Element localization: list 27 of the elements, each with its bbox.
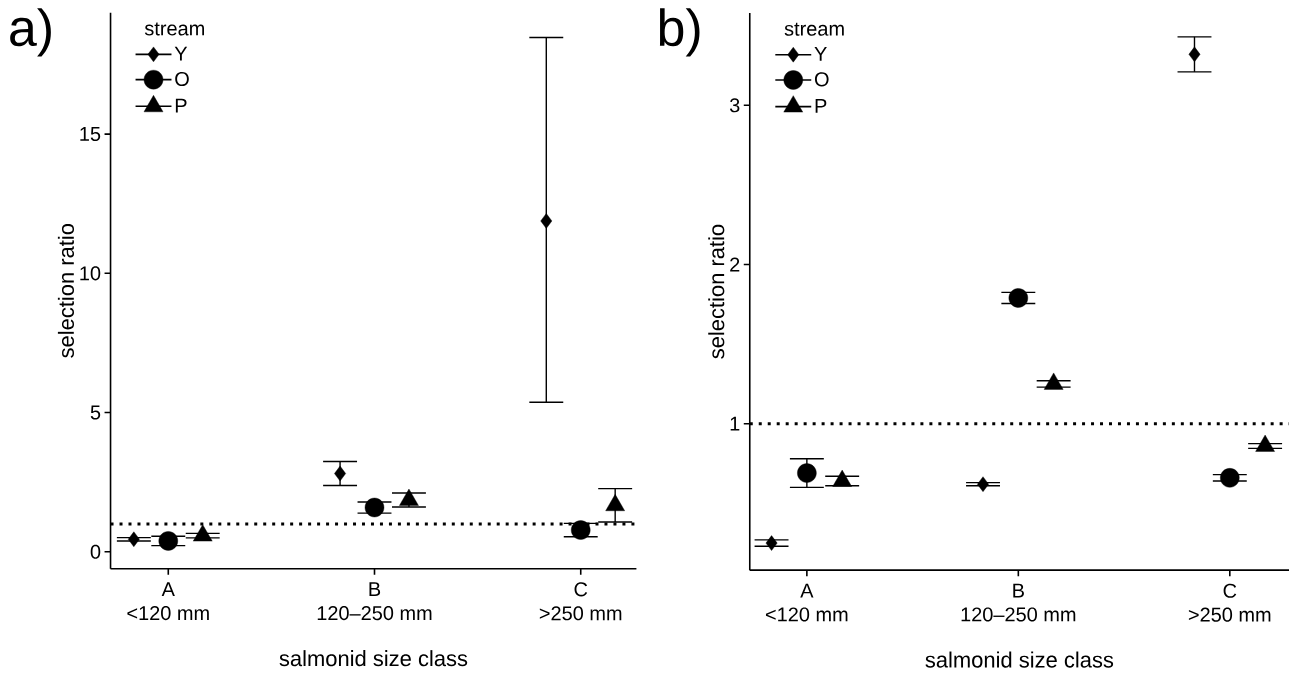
y-axis-title: selection ratio xyxy=(57,224,75,359)
y-tick-label: 3 xyxy=(729,98,740,113)
y-tick-label: 1 xyxy=(730,417,740,431)
y-tick-label: 10 xyxy=(80,266,101,281)
x-tick-label: A <120 mm xyxy=(127,582,209,621)
x-axis-title: salmonid size class xyxy=(279,650,468,667)
y-tick-label: 5 xyxy=(90,405,101,420)
y-axis-title: selection ratio xyxy=(708,225,725,359)
x-axis-title: salmonid size class xyxy=(925,651,1114,668)
x-tick-label: C >250 mm xyxy=(539,582,622,621)
x-tick-label: C >250 mm xyxy=(1188,583,1271,622)
y-tick-label: 0 xyxy=(90,544,101,560)
x-tick-label: A <120 mm xyxy=(765,583,848,622)
legend-label: O xyxy=(814,72,829,87)
legend-label: P xyxy=(175,98,187,113)
y-tick-label: 2 xyxy=(730,257,740,272)
chart-title: a) xyxy=(10,8,51,57)
x-tick-label: B 120–250 mm xyxy=(961,583,1076,622)
y-tick-label: 15 xyxy=(80,127,101,142)
legend-title: stream xyxy=(784,22,844,37)
legend-label: Y xyxy=(174,46,188,61)
chart-title: b) xyxy=(659,8,700,57)
legend-label: P xyxy=(815,99,827,113)
legend-title: stream xyxy=(144,22,204,36)
legend-label: Y xyxy=(814,47,827,62)
x-tick-label: B 120–250 mm xyxy=(317,582,432,621)
legend-label: O xyxy=(175,72,189,87)
